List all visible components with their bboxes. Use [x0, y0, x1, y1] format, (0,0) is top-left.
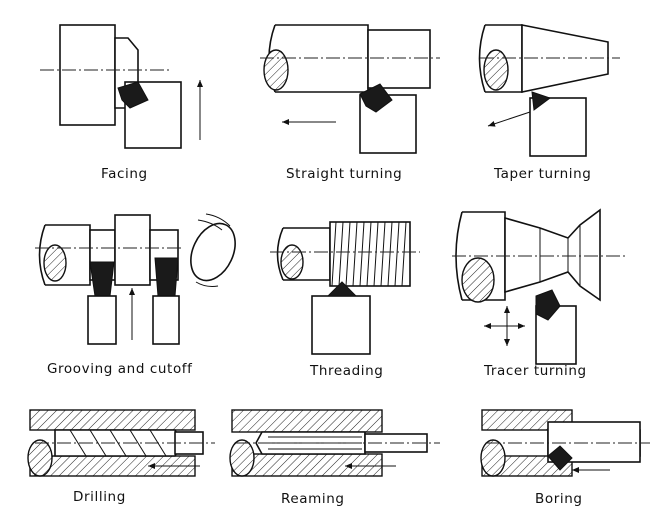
grooving-cutoff-illustration [35, 213, 236, 345]
caption-taper-turning: Taper turning [494, 166, 592, 182]
boring-illustration [480, 409, 650, 477]
thread-lines [331, 221, 407, 287]
caption-grooving-cutoff: Grooving and cutoff [47, 361, 193, 377]
caption-facing: Facing [101, 166, 148, 182]
caption-tracer-turning: Tracer turning [484, 363, 587, 379]
reaming-illustration [229, 409, 440, 477]
caption-drilling: Drilling [73, 489, 126, 505]
caption-boring: Boring [535, 491, 583, 507]
tracer-turning-illustration [452, 208, 626, 365]
facing-illustration [40, 24, 203, 149]
taper-turning-illustration [478, 24, 620, 157]
threading-illustration [270, 221, 420, 355]
caption-reaming: Reaming [281, 491, 345, 507]
caption-straight-turning: Straight turning [286, 166, 403, 182]
straight-turning-illustration [260, 24, 440, 154]
caption-threading: Threading [310, 363, 384, 379]
drilling-illustration [27, 409, 215, 477]
